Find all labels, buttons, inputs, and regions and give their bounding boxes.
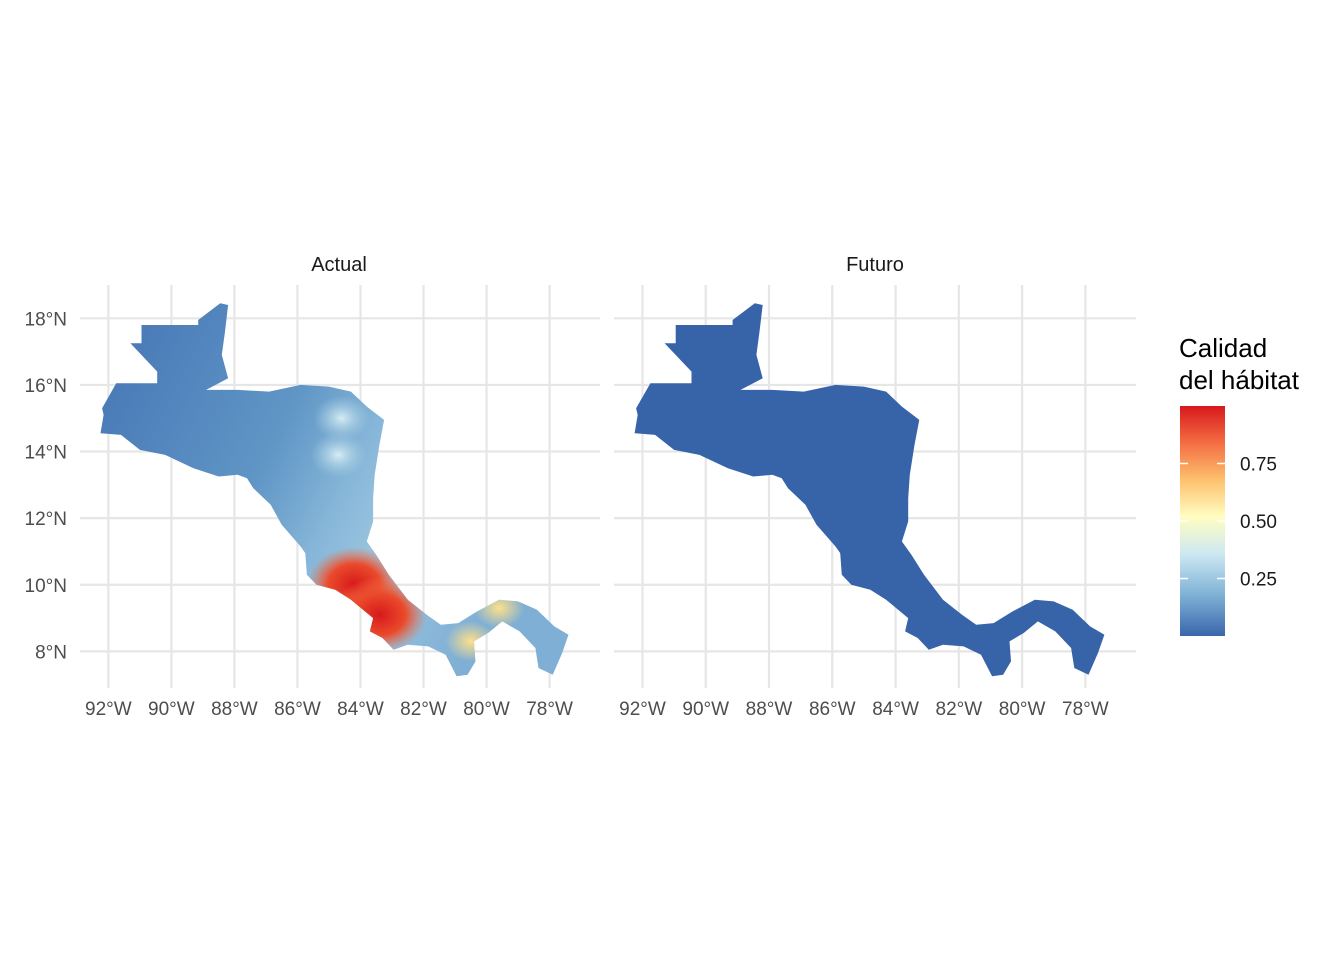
lon-tick-label: 82°W xyxy=(936,699,983,720)
lat-tick-label: 18°N xyxy=(25,309,67,330)
legend-ticks: 0.25 0.50 0.75 xyxy=(1180,455,1277,591)
map-future xyxy=(634,303,1105,677)
lon-tick-label: 78°W xyxy=(526,699,573,720)
land-actual xyxy=(100,303,569,677)
legend-title-line2: del hábitat xyxy=(1179,365,1300,395)
hotspot xyxy=(313,395,370,441)
land-future xyxy=(634,303,1105,677)
lat-tick-label: 14°N xyxy=(25,443,67,464)
lon-tick-label: 92°W xyxy=(85,699,132,720)
hotspot xyxy=(332,576,427,653)
lat-axis-actual: 18°N 16°N 14°N 12°N 10°N 8°N xyxy=(25,309,67,663)
lon-tick-label: 90°W xyxy=(148,699,195,720)
lon-tick-label: 80°W xyxy=(463,699,510,720)
panel-title-actual: Actual xyxy=(311,254,367,276)
legend-tick-label: 0.25 xyxy=(1240,570,1277,591)
hotspot xyxy=(473,587,525,629)
lon-tick-label: 84°W xyxy=(337,699,384,720)
lon-axis-future: 92°W 90°W 88°W 86°W 84°W 82°W 80°W 78°W xyxy=(619,699,1109,720)
legend-title-line1: Calidad xyxy=(1179,333,1267,363)
lon-axis-actual: 92°W 90°W 88°W 86°W 84°W 82°W 80°W 78°W xyxy=(85,699,573,720)
lat-tick-label: 8°N xyxy=(35,642,67,663)
hotspot xyxy=(445,621,496,662)
legend-tick-label: 0.50 xyxy=(1240,512,1277,533)
panel-actual: Actual 92°W 90°W 88°W 86°W 84°W 82°W 80°W 78°W … xyxy=(25,254,600,720)
lon-tick-label: 86°W xyxy=(809,699,856,720)
lon-tick-label: 88°W xyxy=(211,699,258,720)
lon-tick-label: 80°W xyxy=(999,699,1046,720)
lon-tick-label: 82°W xyxy=(400,699,447,720)
lon-tick-label: 78°W xyxy=(1062,699,1109,720)
lon-tick-label: 86°W xyxy=(274,699,321,720)
legend-tick-label: 0.75 xyxy=(1240,455,1277,476)
lon-tick-label: 88°W xyxy=(746,699,793,720)
lat-tick-label: 16°N xyxy=(25,376,67,397)
lon-tick-label: 90°W xyxy=(682,699,729,720)
panel-future: Futuro 92°W 90°W 88°W 86°W 84°W 82°W 80°W 78°W xyxy=(614,254,1136,720)
panel-title-future: Futuro xyxy=(846,254,904,276)
hotspot xyxy=(310,432,367,478)
lat-tick-label: 12°N xyxy=(25,509,67,530)
legend: Calidad del hábitat 0.25 0.50 0.75 xyxy=(1179,333,1300,636)
lat-tick-label: 10°N xyxy=(25,576,67,597)
lon-tick-label: 84°W xyxy=(872,699,919,720)
lon-tick-label: 92°W xyxy=(619,699,666,720)
